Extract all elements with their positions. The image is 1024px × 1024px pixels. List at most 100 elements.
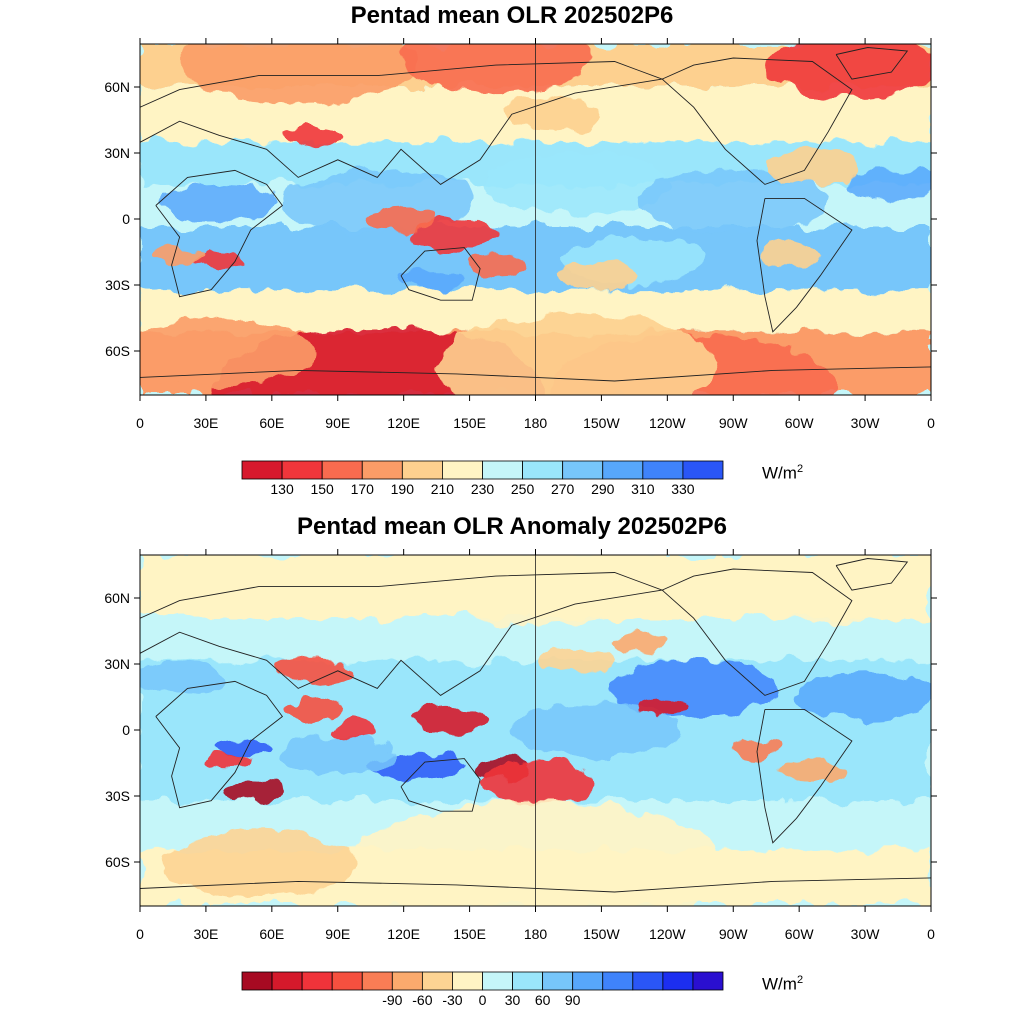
- coastline: [661, 568, 853, 696]
- olr-cell: [179, 44, 417, 106]
- coastline: [400, 758, 481, 812]
- olr-cell: [766, 44, 931, 97]
- anomaly-cell: [733, 739, 781, 757]
- colorbar-label: 130: [270, 481, 294, 497]
- lat-tick-label: 30N: [104, 656, 130, 672]
- colorbar-swatch: [542, 971, 574, 991]
- lon-tick-label: 90W: [718, 415, 748, 431]
- colorbar-label: 0: [478, 992, 487, 1008]
- olr-cell: [503, 96, 599, 132]
- colorbar-swatch: [391, 971, 423, 991]
- colorbar-label: 190: [390, 481, 414, 497]
- lon-tick-label: 120E: [387, 926, 420, 942]
- colorbar-swatch: [602, 971, 634, 991]
- lon-tick-label: 60E: [259, 926, 285, 942]
- coastline: [756, 708, 853, 844]
- colorbar-swatch: [562, 460, 604, 480]
- olr-cell: [638, 170, 829, 234]
- olr-cell: [399, 268, 466, 291]
- colorbar-swatch: [331, 971, 363, 991]
- anomaly-cell: [513, 702, 685, 759]
- lon-tick-label: 0: [927, 926, 935, 942]
- anomaly-cell: [280, 736, 395, 775]
- colorbar-label: 270: [550, 481, 575, 497]
- anomaly-cell: [329, 721, 378, 740]
- lon-tick-label: 120W: [649, 415, 686, 431]
- colorbar-swatch: [682, 460, 724, 480]
- lon-tick-label: 150E: [453, 415, 486, 431]
- colorbar-label: -30: [442, 992, 463, 1008]
- coastline: [155, 169, 284, 298]
- olr-cell: [155, 245, 204, 264]
- anomaly-cell: [638, 697, 686, 715]
- coastline: [835, 47, 909, 80]
- coastline: [400, 247, 481, 301]
- colorbar-label: 330: [671, 481, 695, 497]
- lon-tick-label: 30W: [850, 926, 880, 942]
- anomaly-cell: [276, 656, 352, 685]
- colorbar-label: 90: [564, 992, 581, 1008]
- lat-tick-label: 0: [122, 211, 130, 227]
- lat-tick-label: 60S: [105, 343, 130, 359]
- lat-tick-label: 30S: [105, 277, 130, 293]
- colorbar-swatch: [452, 971, 483, 991]
- colorbar-swatch: [572, 971, 604, 991]
- colorbar-unit: W/m2: [762, 974, 804, 994]
- lat-tick-label: 0: [122, 722, 130, 738]
- anomaly-cell: [285, 698, 343, 720]
- colorbar-label: 60: [534, 992, 551, 1008]
- anomaly-cell: [222, 779, 280, 801]
- anomaly-cell: [537, 646, 614, 675]
- olr-cell: [560, 261, 637, 290]
- colorbar-swatch: [602, 460, 644, 480]
- lon-tick-label: 60W: [784, 415, 814, 431]
- colorbar-swatch: [692, 971, 724, 991]
- lon-tick-label: 90E: [325, 926, 351, 942]
- lon-tick-label: 0: [136, 926, 144, 942]
- map-title-olr: Pentad mean OLR 202502P6: [350, 2, 674, 29]
- colorbar-swatch: [632, 971, 664, 991]
- unit-superscript: 2: [796, 463, 804, 475]
- colorbar-swatch: [271, 971, 303, 991]
- colorbar-swatch: [482, 971, 513, 991]
- coastline: [835, 558, 909, 591]
- lat-tick-label: 60N: [104, 79, 130, 95]
- colorbar-swatch: [361, 971, 393, 991]
- colorbar-unit: W/m2: [762, 463, 804, 483]
- lon-tick-label: 30E: [193, 415, 219, 431]
- colorbar-label: 250: [510, 481, 535, 497]
- olr-cell: [140, 317, 314, 388]
- colorbar-swatch: [241, 971, 273, 991]
- colorbar-swatch: [301, 971, 333, 991]
- colorbar-swatch: [512, 971, 544, 991]
- colorbar-label: 30: [504, 992, 521, 1008]
- lon-tick-label: 0: [136, 415, 144, 431]
- colorbar-label: -90: [382, 992, 403, 1008]
- anomaly-cell: [214, 738, 272, 758]
- coastline: [661, 57, 853, 185]
- lon-tick-label: 90E: [325, 415, 351, 431]
- olr-cell: [755, 242, 822, 267]
- colorbar-swatch: [321, 460, 363, 480]
- coastline: [140, 572, 664, 696]
- olr-cell: [467, 254, 525, 276]
- olr-cell: [844, 168, 931, 201]
- lon-tick-label: 30E: [193, 926, 219, 942]
- anomaly-cell: [774, 758, 851, 787]
- lon-tick-label: 120W: [649, 926, 686, 942]
- anomaly-cell: [796, 671, 931, 720]
- colorbar-label: 230: [470, 481, 495, 497]
- colorbar-swatch: [361, 460, 403, 480]
- olr-cell: [285, 124, 343, 146]
- colorbar-label: 150: [310, 481, 334, 497]
- map-title-olr-anomaly: Pentad mean OLR Anomaly 202502P6: [297, 513, 727, 540]
- olr-cell: [367, 207, 435, 232]
- olr-cell: [401, 44, 591, 94]
- lon-tick-label: 90W: [718, 926, 748, 942]
- olr-cell: [432, 314, 718, 395]
- coastline: [140, 61, 664, 185]
- anomaly-cell: [140, 662, 227, 694]
- colorbar-label: 210: [430, 481, 455, 497]
- colorbar-label: -60: [412, 992, 433, 1008]
